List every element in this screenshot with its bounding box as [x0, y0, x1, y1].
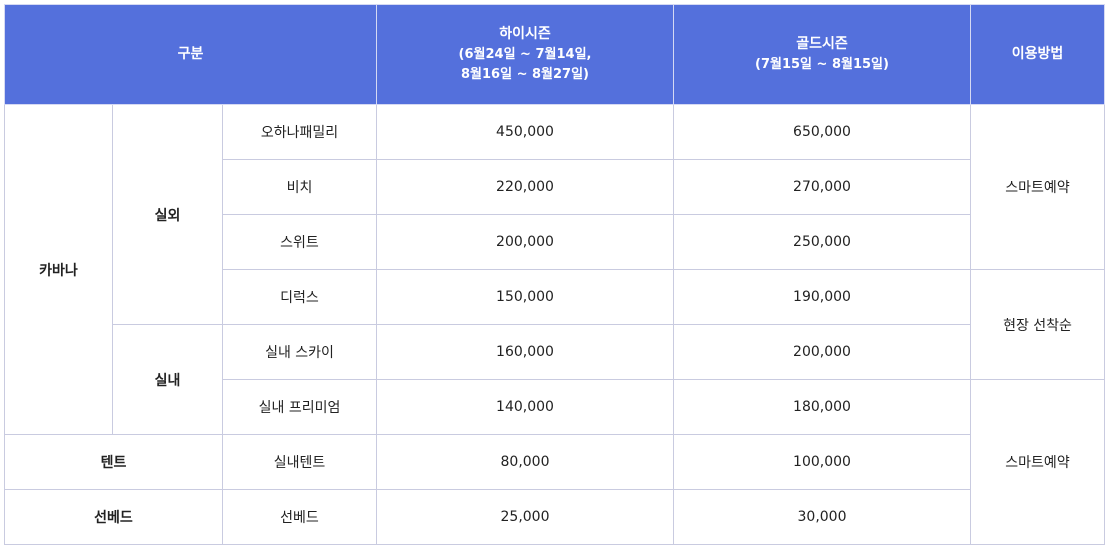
table-row: 텐트 실내텐트 80,000 100,000: [4, 434, 1105, 490]
table-row: 실내 실내 스카이 160,000 200,000: [5, 324, 1105, 435]
high-price-cell: 25,000: [376, 489, 674, 545]
type-cell: 오하나패밀리: [222, 104, 377, 160]
type-cell: 스위트: [222, 214, 377, 270]
header-gold-season: 골드시즌 (7월15일 ~ 8월15일): [673, 4, 971, 105]
type-cell: 선베드: [222, 489, 377, 545]
high-price-cell: 160,000: [376, 324, 674, 380]
gold-price-cell: 200,000: [673, 324, 971, 380]
header-high-season-title: 하이시즌: [499, 26, 551, 42]
group-tent: 텐트: [4, 434, 223, 490]
gold-price-cell: 100,000: [673, 434, 971, 490]
type-cell: 실내텐트: [222, 434, 377, 490]
high-price-cell: 220,000: [376, 159, 674, 215]
high-price-cell: 140,000: [376, 379, 674, 435]
group-cabana: 카바나: [4, 104, 113, 435]
high-price-cell: 150,000: [376, 269, 674, 325]
usage-on-site: 현장 선착순: [970, 269, 1105, 380]
gold-price-cell: 650,000: [673, 104, 971, 160]
table-row: 선베드 선베드 25,000 30,000: [4, 489, 1105, 545]
table-row: 실내 프리미엄 140,000 180,000 스마트예약: [5, 379, 1105, 545]
table-row: 디럭스 150,000 190,000 현장 선착순: [5, 269, 1105, 380]
high-price-cell: 200,000: [376, 214, 674, 270]
table-row: 스위트 200,000 250,000: [5, 214, 1105, 270]
group-sunbed: 선베드: [4, 489, 223, 545]
subgroup-indoor: 실내: [112, 324, 223, 435]
usage-smart-reservation: 스마트예약: [970, 379, 1105, 545]
header-category: 구분: [4, 4, 377, 105]
high-price-cell: 450,000: [376, 104, 674, 160]
type-cell: 비치: [222, 159, 377, 215]
table-row: 카바나 실외 오하나패밀리 450,000 650,000 스마트예약: [4, 104, 1105, 435]
gold-price-cell: 270,000: [673, 159, 971, 215]
subgroup-outdoor: 실외: [112, 104, 223, 325]
type-cell: 실내 프리미엄: [222, 379, 377, 435]
header-row: 구분 하이시즌 (6월24일 ~ 7월14일, 8월16일 ~ 8월27일) 골…: [4, 4, 1105, 105]
price-table: 구분 하이시즌 (6월24일 ~ 7월14일, 8월16일 ~ 8월27일) 골…: [4, 4, 1105, 545]
gold-price-cell: 180,000: [673, 379, 971, 435]
header-gold-season-title: 골드시즌: [796, 36, 848, 52]
gold-price-cell: 250,000: [673, 214, 971, 270]
table-row: 비치 220,000 270,000: [5, 159, 1105, 215]
header-usage: 이용방법: [970, 4, 1105, 105]
header-gold-season-period: (7월15일 ~ 8월15일): [755, 57, 889, 72]
gold-price-cell: 30,000: [673, 489, 971, 545]
header-high-season-period-line1: (6월24일 ~ 7월14일,: [458, 47, 592, 62]
header-high-season: 하이시즌 (6월24일 ~ 7월14일, 8월16일 ~ 8월27일): [376, 4, 674, 105]
type-cell: 디럭스: [222, 269, 377, 325]
type-cell: 실내 스카이: [222, 324, 377, 380]
header-high-season-period-line2: 8월16일 ~ 8월27일): [461, 67, 589, 82]
gold-price-cell: 190,000: [673, 269, 971, 325]
usage-smart-reservation: 스마트예약: [970, 104, 1105, 270]
high-price-cell: 80,000: [376, 434, 674, 490]
